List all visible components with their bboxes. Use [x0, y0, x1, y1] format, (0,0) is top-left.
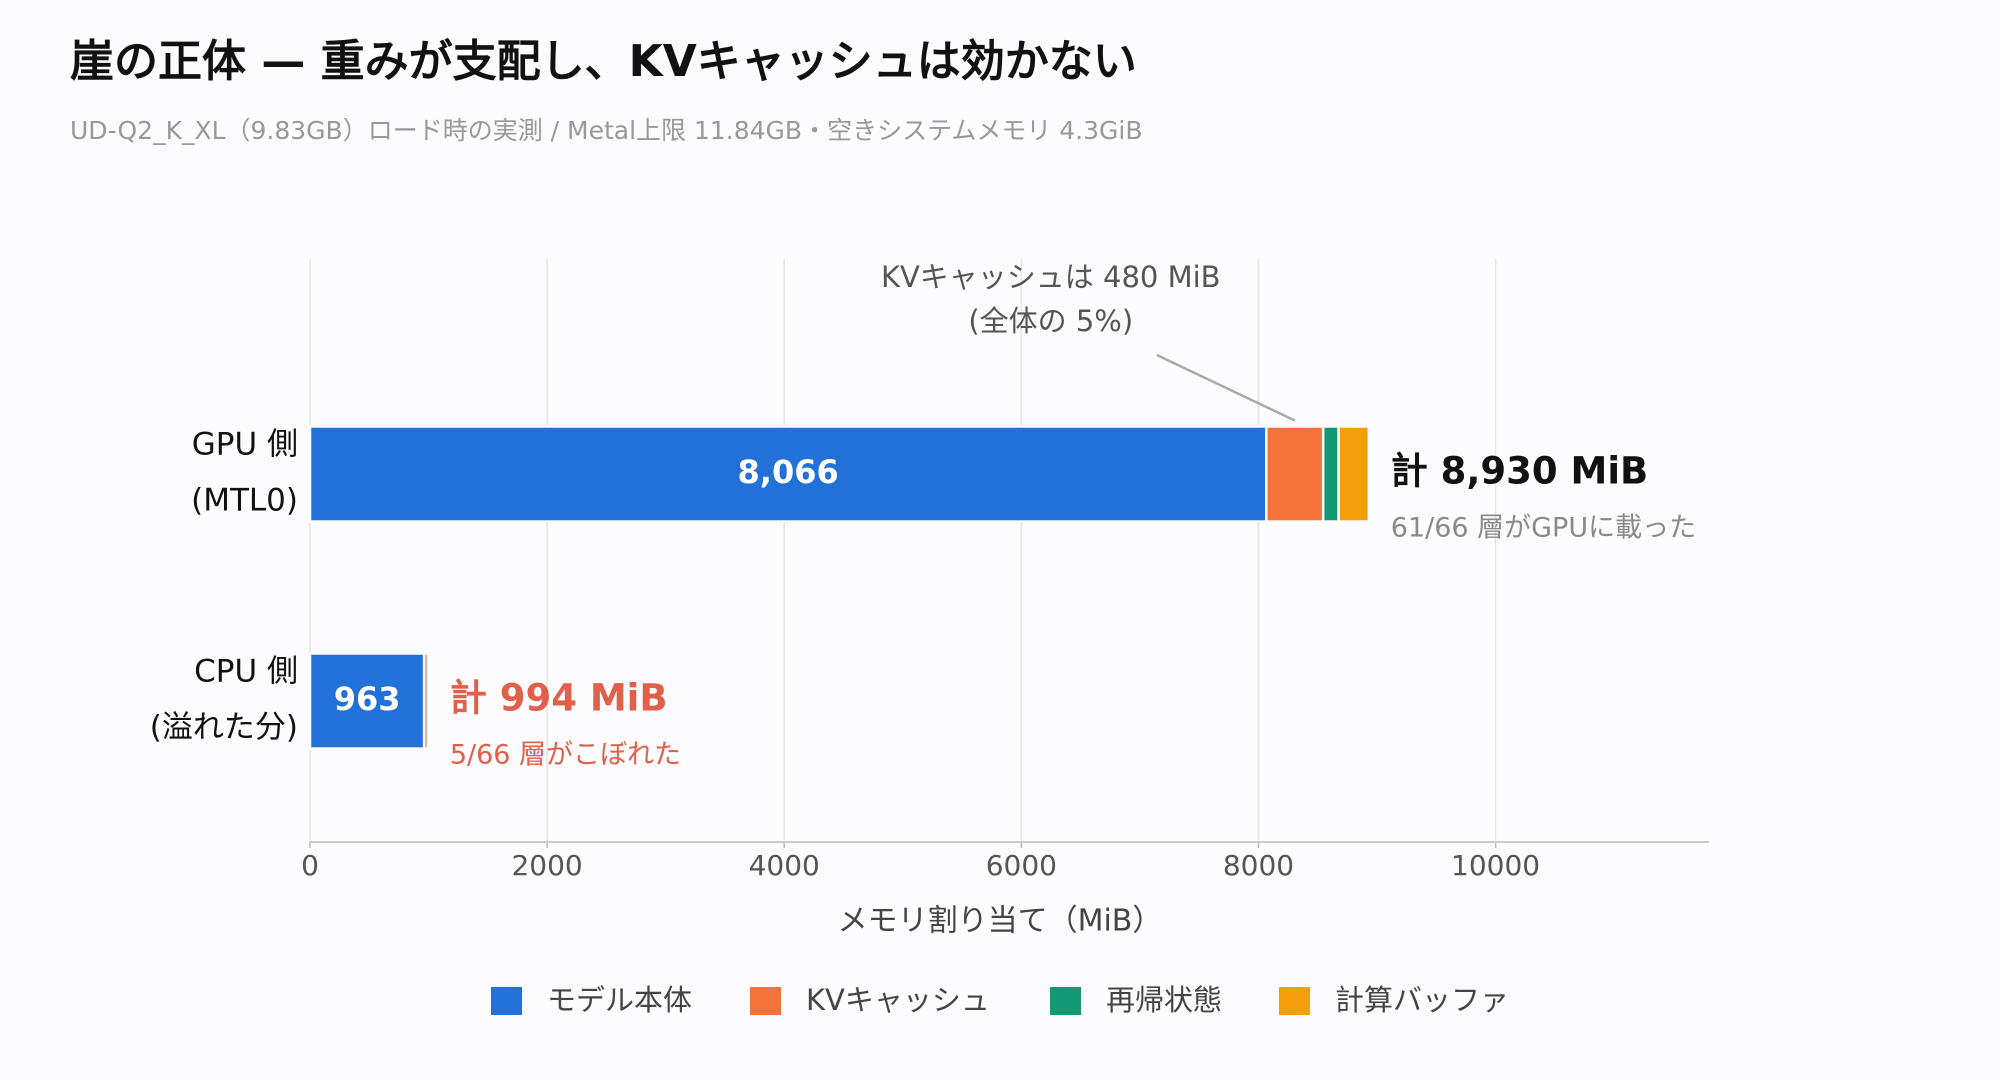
x-tick-label: 8000 [1223, 849, 1294, 882]
total-label: 計 8,930 MiB [1391, 450, 1649, 493]
legend-swatch [1050, 987, 1081, 1015]
x-tick-label: 6000 [986, 849, 1057, 882]
chart-subtitle: UD-Q2_K_XL（9.83GB）ロード時の実測 / Metal上限 11.8… [70, 116, 1143, 145]
bar-segment [1337, 425, 1370, 523]
total-note: 5/66 層がこぼれた [450, 740, 681, 771]
x-tick-label: 2000 [511, 849, 582, 882]
total-label: 計 994 MiB [450, 677, 668, 720]
legend-swatch [750, 987, 781, 1015]
legend-swatch [1279, 987, 1310, 1015]
annotation: KVキャッシュは 480 MiB [881, 260, 1221, 294]
legend-label: KVキャッシュ [806, 983, 990, 1017]
x-axis-title: メモリ割り当て（MiB） [838, 904, 1163, 939]
category-label: (溢れた分) [150, 710, 298, 746]
total-note: 61/66 層がGPUに載った [1391, 513, 1696, 544]
bar-segment [422, 652, 430, 750]
legend-label: 計算バッファ [1335, 983, 1509, 1017]
category-label: (MTL0) [191, 483, 298, 519]
chart-title: 崖の正体 — 重みが支配し、KVキャッシュは効かない [70, 36, 1137, 87]
bar-segment [308, 425, 1268, 523]
value-label: 8,066 [738, 453, 839, 491]
legend-label: 再帰状態 [1106, 983, 1222, 1017]
x-tick-label: 10000 [1451, 849, 1540, 882]
category-label: GPU 側 [192, 427, 298, 463]
value-label: 963 [334, 680, 401, 718]
x-tick-label: 4000 [749, 849, 820, 882]
bar-segment [308, 652, 426, 750]
category-label: CPU 側 [194, 654, 298, 690]
x-tick-label: 0 [301, 849, 319, 882]
annotation-line [1156, 353, 1296, 422]
bar-segment [1265, 425, 1325, 523]
bar-segment [1321, 425, 1340, 523]
annotation: (全体の 5%) [968, 304, 1133, 338]
legend-label: モデル本体 [547, 983, 692, 1017]
legend-swatch [491, 987, 522, 1015]
